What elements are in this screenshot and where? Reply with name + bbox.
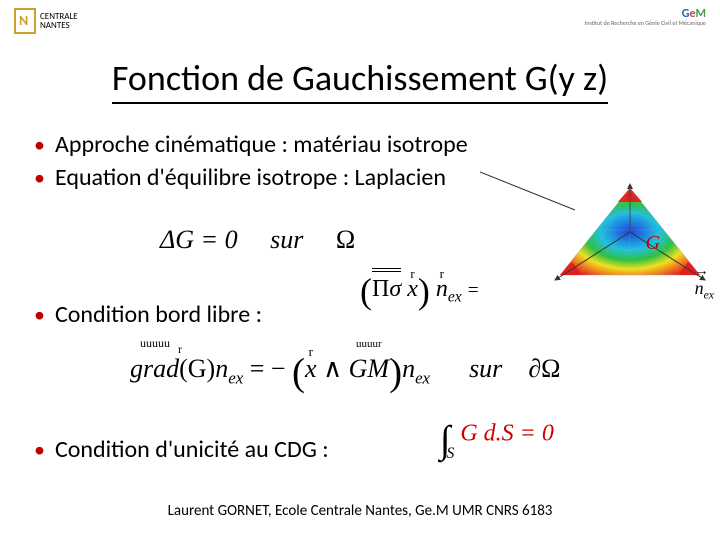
bullet-4: • Condition d'unicité au CDG : — [34, 435, 329, 464]
slide-footer: Laurent GORNET, Ecole Centrale Nantes, G… — [0, 502, 720, 520]
equation-laplace: ΔG = 0 sur Ω — [160, 225, 355, 255]
figure-g-label: G — [646, 232, 660, 255]
bullet-dot-icon: • — [34, 436, 45, 463]
bullet-1: • Approche cinématique : matériau isotro… — [34, 130, 686, 159]
logo-centrale-nantes: CENTRALE NANTES — [14, 8, 78, 34]
slide-title: Fonction de Gauchissement G(y z) — [0, 56, 720, 100]
eq-int-body: G d.S = 0 — [460, 420, 554, 446]
bullet-dot-icon: • — [34, 167, 45, 189]
bullet-2-text: Equation d'équilibre isotrope : Laplacie… — [55, 163, 446, 192]
bullet-1-text: Approche cinématique : matériau isotrope — [55, 130, 468, 159]
equation-uniqueness: ∫S G d.S = 0 — [440, 418, 554, 463]
bullet-dot-icon: • — [34, 134, 45, 156]
title-main: Fonction de Gauchissement — [112, 56, 517, 100]
equation-grad-bc: uuuuu r grad (G)nex = − (rx ∧ uuuurGM)ne… — [130, 350, 560, 395]
bullet-dot-icon: • — [34, 301, 45, 328]
logo-gem-sub: Institut de Recherche en Génie Civil et … — [585, 20, 706, 26]
bullet-3: • Condition bord libre : — [34, 300, 262, 329]
logo-left-line2: NANTES — [40, 21, 78, 30]
bullet-3-text: Condition bord libre : — [55, 300, 262, 329]
eq-laplace-domain: Ω — [336, 225, 355, 254]
bullet-4-text: Condition d'unicité au CDG : — [55, 435, 329, 464]
leader-line-icon — [480, 160, 600, 220]
logo-gem: GeM Institut de Recherche en Génie Civil… — [585, 8, 706, 26]
logo-left-text: CENTRALE NANTES — [40, 12, 78, 30]
equation-stress-bc: (Πσ rx) rnex = — [360, 270, 479, 312]
eq-laplace-sur: sur — [270, 225, 303, 254]
eq-laplace-lhs: ΔG = 0 — [160, 225, 238, 254]
logo-square-icon — [14, 8, 36, 34]
figure-nex-label: →nex — [695, 278, 714, 302]
title-func: G(y z) — [525, 56, 608, 100]
